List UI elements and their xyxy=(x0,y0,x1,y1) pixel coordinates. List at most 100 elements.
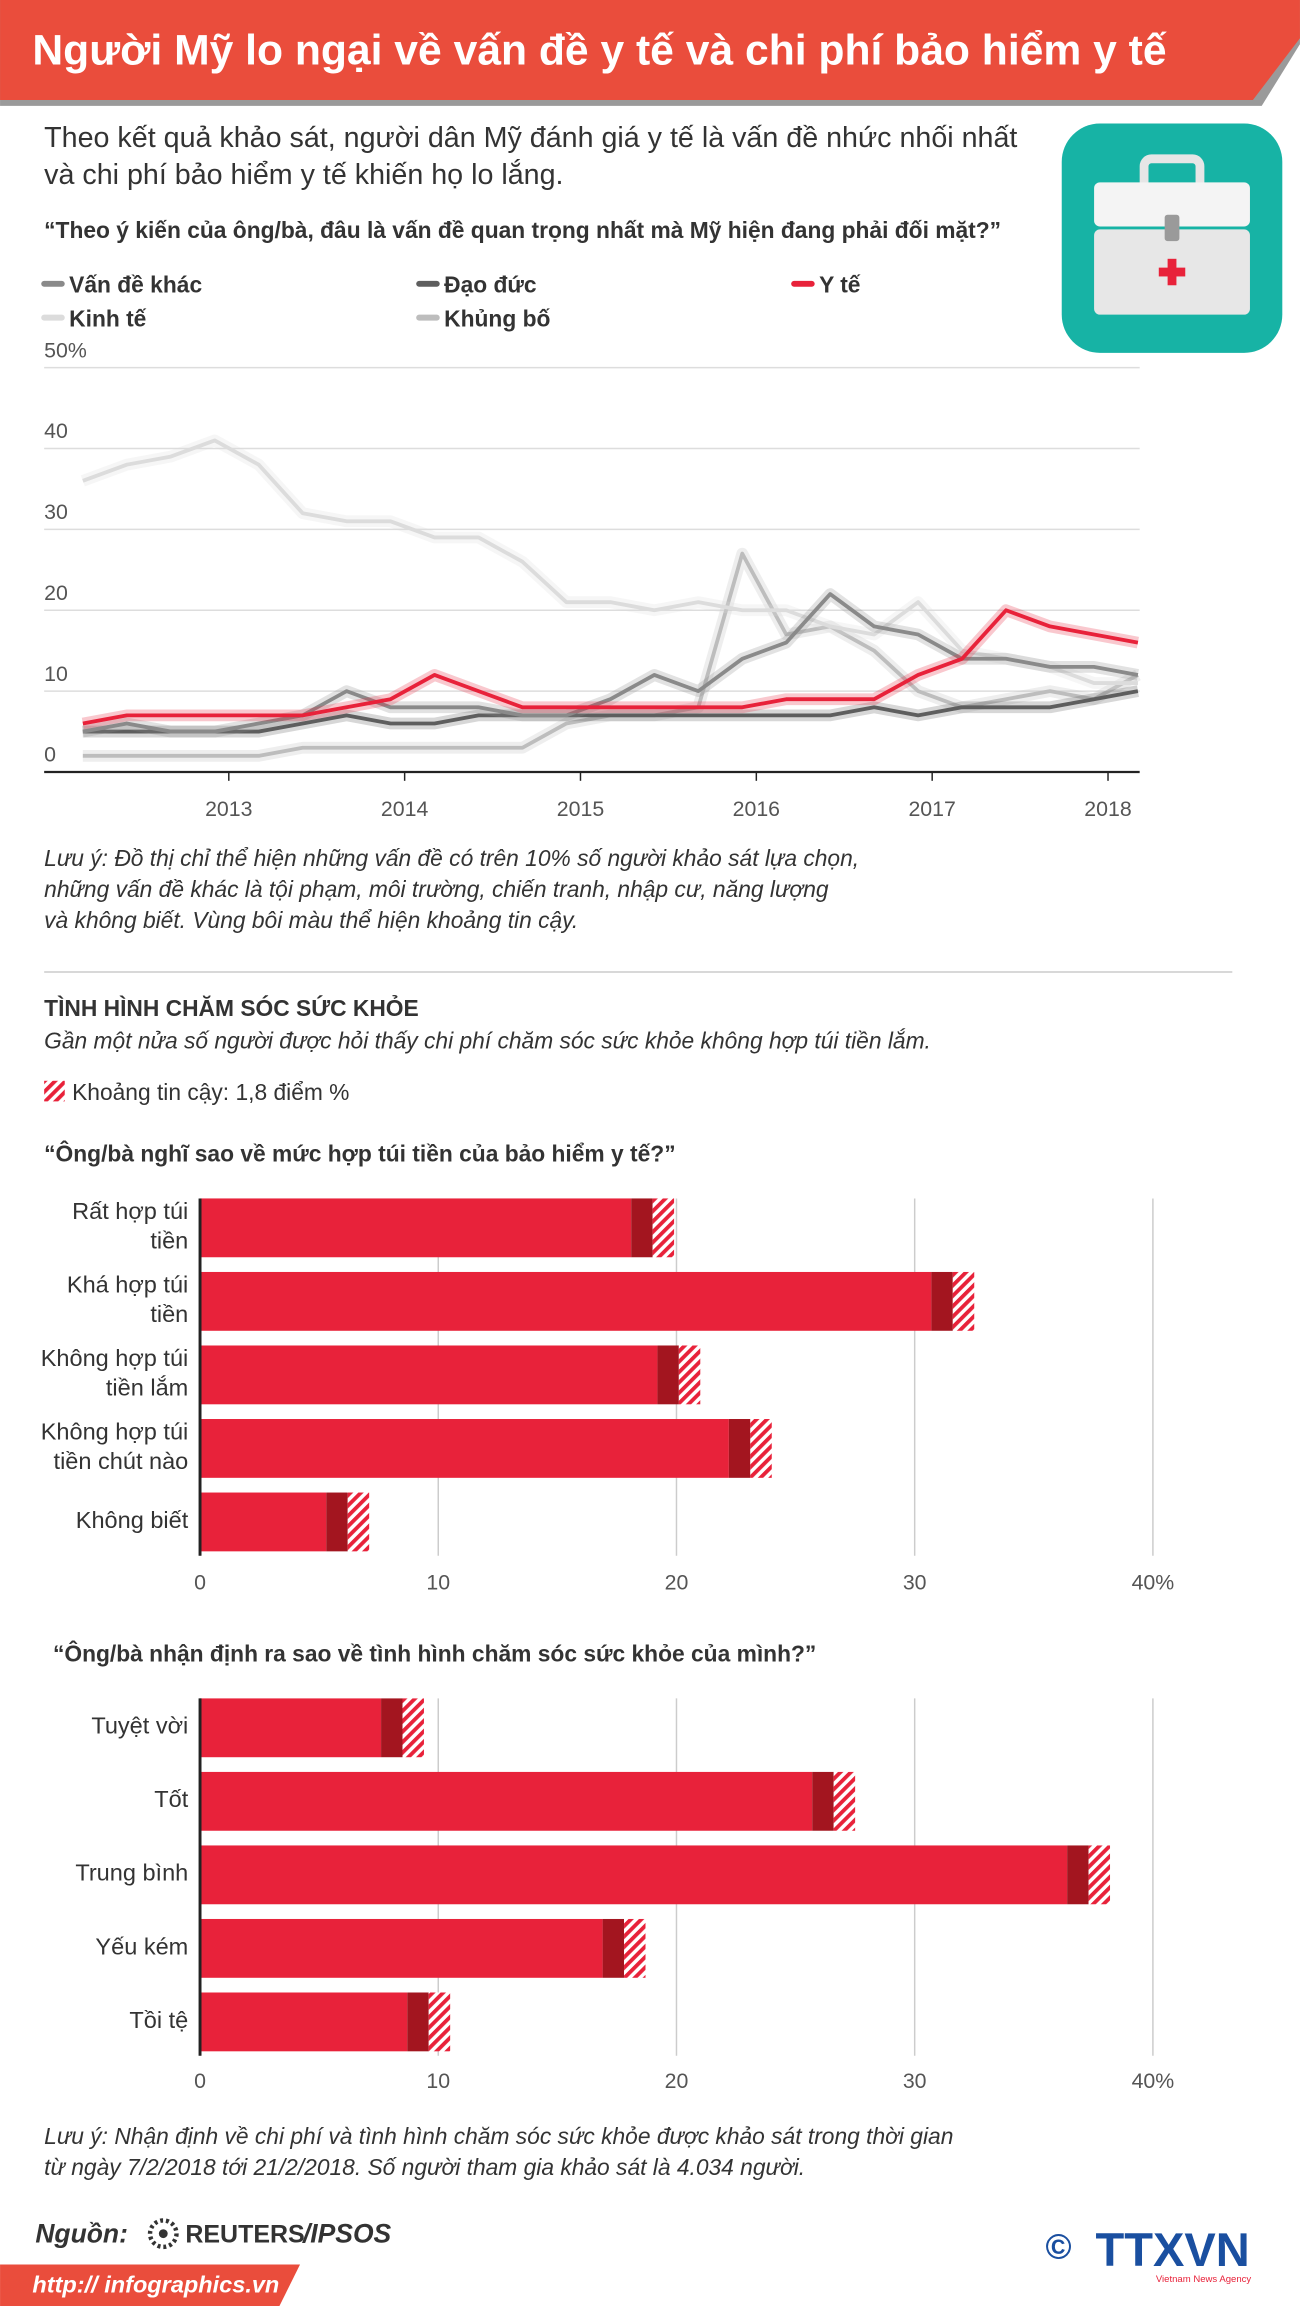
x-tick-label: 10 xyxy=(426,1571,450,1595)
ci-lower xyxy=(602,1918,625,1978)
bar xyxy=(200,1271,932,1331)
x-tick-label: 30 xyxy=(903,2069,927,2093)
legend-label: Kinh tế xyxy=(69,305,147,331)
x-tick-label: 2013 xyxy=(205,797,252,821)
x-tick-label: 0 xyxy=(194,1571,206,1595)
category-label: Tồi tệ xyxy=(129,2008,189,2034)
legend-label: Đạo đức xyxy=(444,272,536,298)
y-tick-label: 30 xyxy=(44,500,68,524)
x-tick-label: 10 xyxy=(426,2069,450,2093)
ci-upper xyxy=(624,1918,646,1978)
note: từ ngày 7/2/2018 tới 21/2/2018. Số người… xyxy=(44,2154,805,2180)
ci-upper xyxy=(652,1198,675,1258)
ci-upper xyxy=(952,1271,975,1331)
note: Lưu ý: Đồ thị chỉ thể hiện những vấn đề … xyxy=(44,845,859,871)
category-label-box: Khá hợp túi tiền xyxy=(66,1273,189,1328)
intro: Theo kết quả khảo sát, người dân Mỹ đánh… xyxy=(44,122,1017,154)
x-tick-label: 30 xyxy=(903,1571,927,1595)
x-tick-label: 2014 xyxy=(381,797,429,821)
ci-upper xyxy=(678,1345,701,1405)
chart-title: “Theo ý kiến của ông/bà, đâu là vấn đề q… xyxy=(44,217,1001,243)
category-label: Không biết xyxy=(75,1508,189,1534)
ci-upper xyxy=(402,1698,424,1758)
x-tick-label: 20 xyxy=(665,2069,689,2093)
category-label: Không hợp túi tiền lắm xyxy=(40,1346,189,1402)
bar xyxy=(200,1492,327,1552)
source: /IPSOS xyxy=(302,2218,392,2248)
y-tick-label: 20 xyxy=(44,581,68,605)
agency-logo: TTXVN xyxy=(1096,2223,1250,2276)
ci-lower xyxy=(812,1771,834,1831)
ci-lower xyxy=(407,1992,429,2052)
category-label: Rất hợp túi tiền xyxy=(72,1199,189,1255)
note: và không biết. Vùng bôi màu thể hiện kho… xyxy=(44,907,578,933)
category-label-box: Không hợp túi tiền lắm xyxy=(40,1346,189,1402)
note: Lưu ý: Nhận định về chi phí và tình hình… xyxy=(44,2123,953,2149)
ci-lower xyxy=(1067,1845,1089,1905)
x-tick-label: 2016 xyxy=(733,797,780,821)
category-label: Tốt xyxy=(154,1788,189,1814)
reuters-logo xyxy=(147,2218,179,2250)
bar xyxy=(200,1419,729,1478)
bar xyxy=(200,1771,813,1831)
bar xyxy=(200,1698,382,1758)
first-aid-icon xyxy=(1061,123,1283,353)
ci-upper xyxy=(833,1771,856,1831)
section-title: TÌNH HÌNH CHĂM SÓC SỨC KHỎE xyxy=(44,995,419,1021)
x-tick-label: 2017 xyxy=(908,797,955,821)
category-label: Trung bình xyxy=(75,1861,189,1887)
x-tick-label: 40% xyxy=(1132,1571,1175,1595)
category-label-box: Tồi tệ xyxy=(129,2008,189,2034)
page-title: Người Mỹ lo ngại về vấn đề y tế và chi p… xyxy=(32,27,1166,75)
legend-label: Vấn đề khác xyxy=(69,272,202,298)
ci-swatch xyxy=(44,1080,65,1102)
x-tick-label: 2015 xyxy=(557,797,604,821)
ci-upper xyxy=(347,1492,370,1552)
ci-upper xyxy=(1088,1845,1111,1905)
category-label-box: Trung bình xyxy=(75,1861,189,1887)
bar xyxy=(200,1992,408,2052)
x-tick-label: 0 xyxy=(194,2069,206,2093)
series-line xyxy=(82,689,1139,734)
series-line xyxy=(82,438,1138,685)
ci-upper xyxy=(428,1992,451,2052)
chart-title: “Ông/bà nhận định ra sao về tình hình ch… xyxy=(53,1641,816,1667)
x-tick-label: 2018 xyxy=(1084,797,1131,821)
bar xyxy=(200,1845,1068,1905)
legend-label: Khủng bố xyxy=(444,305,550,331)
section-subtitle: Gần một nửa số người được hỏi thấy chi p… xyxy=(44,1027,931,1053)
category-label-box: Rất hợp túi tiền xyxy=(72,1199,189,1255)
x-tick-label: 40% xyxy=(1132,2069,1175,2093)
bar xyxy=(200,1345,658,1405)
category-label: Khá hợp túi tiền xyxy=(66,1273,189,1328)
y-tick-label: 10 xyxy=(44,662,68,686)
ci-lower xyxy=(657,1345,679,1405)
category-label-box: Không hợp túi tiền chút nào xyxy=(40,1420,189,1475)
intro: và chi phí bảo hiểm y tế khiến họ lo lắn… xyxy=(44,158,563,191)
series-line xyxy=(82,608,1139,726)
ci-lower xyxy=(631,1198,653,1258)
chart-title: “Ông/bà nghĩ sao về mức hợp túi tiền của… xyxy=(44,1141,675,1167)
x-tick-label: 20 xyxy=(665,1571,689,1595)
ci-lower xyxy=(931,1271,953,1331)
ci-lower xyxy=(381,1698,403,1758)
source-label: Nguồn: xyxy=(35,2218,128,2248)
category-label: Tuyệt vời xyxy=(91,1714,189,1740)
bar xyxy=(200,1918,603,1978)
ci-lower xyxy=(326,1492,348,1552)
category-label-box: Yếu kém xyxy=(95,1935,189,1961)
copyright: © xyxy=(1046,2228,1072,2267)
y-tick-label: 40 xyxy=(44,419,68,443)
category-label: Không hợp túi tiền chút nào xyxy=(40,1420,189,1475)
category-label-box: Tốt xyxy=(154,1788,189,1814)
legend-label: Y tế xyxy=(819,272,861,298)
category-label-box: Tuyệt vời xyxy=(91,1714,189,1740)
banner xyxy=(0,0,1300,100)
url-band xyxy=(0,2264,301,2306)
category-label: Yếu kém xyxy=(95,1935,189,1961)
agency-en: Vietnam News Agency xyxy=(1156,2274,1252,2285)
ci-lower xyxy=(728,1419,751,1478)
y-tick-label: 50% xyxy=(44,338,87,362)
